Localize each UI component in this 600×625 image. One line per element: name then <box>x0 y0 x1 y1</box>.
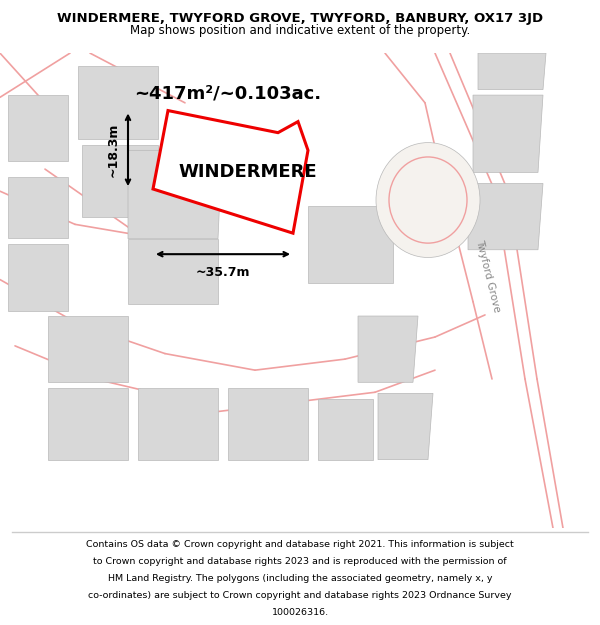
Polygon shape <box>308 206 393 283</box>
Text: ~417m²/~0.103ac.: ~417m²/~0.103ac. <box>134 85 322 103</box>
Polygon shape <box>8 95 68 161</box>
Text: WINDERMERE: WINDERMERE <box>179 163 317 181</box>
Circle shape <box>376 142 480 258</box>
Polygon shape <box>358 316 418 382</box>
Polygon shape <box>48 316 128 382</box>
Text: Twyford Grove: Twyford Grove <box>474 239 502 314</box>
Polygon shape <box>128 151 222 239</box>
Polygon shape <box>8 244 68 311</box>
Polygon shape <box>78 66 158 139</box>
Polygon shape <box>48 388 128 459</box>
Text: HM Land Registry. The polygons (including the associated geometry, namely x, y: HM Land Registry. The polygons (includin… <box>108 574 492 582</box>
Polygon shape <box>8 177 68 238</box>
Polygon shape <box>138 388 218 459</box>
Polygon shape <box>153 111 308 233</box>
Polygon shape <box>318 399 373 459</box>
Text: Map shows position and indicative extent of the property.: Map shows position and indicative extent… <box>130 24 470 38</box>
Text: ~35.7m: ~35.7m <box>196 266 250 279</box>
Text: co-ordinates) are subject to Crown copyright and database rights 2023 Ordnance S: co-ordinates) are subject to Crown copyr… <box>88 591 512 599</box>
Text: 100026316.: 100026316. <box>271 608 329 616</box>
Text: ~18.3m: ~18.3m <box>107 122 120 177</box>
Polygon shape <box>82 145 158 217</box>
Polygon shape <box>228 388 308 459</box>
Text: WINDERMERE, TWYFORD GROVE, TWYFORD, BANBURY, OX17 3JD: WINDERMERE, TWYFORD GROVE, TWYFORD, BANB… <box>57 12 543 24</box>
Polygon shape <box>478 53 546 89</box>
Polygon shape <box>378 393 433 459</box>
Polygon shape <box>473 95 543 172</box>
Text: to Crown copyright and database rights 2023 and is reproduced with the permissio: to Crown copyright and database rights 2… <box>93 557 507 566</box>
Polygon shape <box>468 184 543 250</box>
Text: Contains OS data © Crown copyright and database right 2021. This information is : Contains OS data © Crown copyright and d… <box>86 540 514 549</box>
Polygon shape <box>128 239 218 304</box>
